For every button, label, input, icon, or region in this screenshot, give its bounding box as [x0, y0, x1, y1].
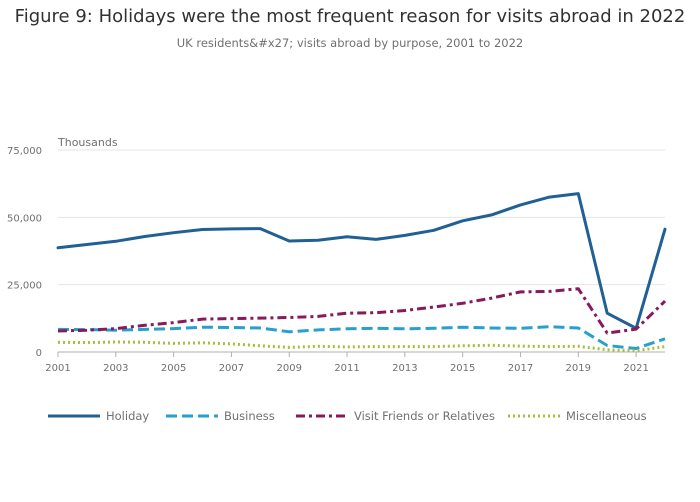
series-line: [57, 287, 667, 335]
y-tick-label: 75,000: [7, 146, 42, 157]
x-tick-label: 2003: [103, 363, 128, 374]
x-tick-label: 2007: [219, 363, 244, 374]
x-tick-label: 2009: [277, 363, 302, 374]
x-tick-label: 2011: [334, 363, 359, 374]
x-tick-label: 2021: [623, 363, 648, 374]
legend-label: Business: [224, 409, 275, 423]
series-line: [56, 192, 667, 330]
y-tick-label: 0: [36, 348, 42, 359]
y-axis-unit-label: Thousands: [58, 136, 118, 149]
chart-title: Figure 9: Holidays were the most frequen…: [14, 6, 686, 27]
y-tick-label: 25,000: [7, 281, 42, 292]
y-tick-label: 50,000: [7, 213, 42, 224]
x-tick-label: 2013: [392, 363, 417, 374]
series-line: [57, 325, 666, 350]
series-line: [57, 340, 666, 353]
legend-label: Miscellaneous: [566, 409, 647, 423]
legend-label: Holiday: [106, 409, 149, 423]
x-tick-label: 2015: [450, 363, 475, 374]
x-tick-label: 2019: [566, 363, 591, 374]
chart-subtitle: UK residents&#x27; visits abroad by purp…: [176, 36, 524, 50]
legend-label: Visit Friends or Relatives: [354, 409, 495, 423]
x-tick-label: 2005: [161, 363, 186, 374]
x-tick-label: 2001: [45, 363, 70, 374]
x-tick-label: 2017: [508, 363, 533, 374]
